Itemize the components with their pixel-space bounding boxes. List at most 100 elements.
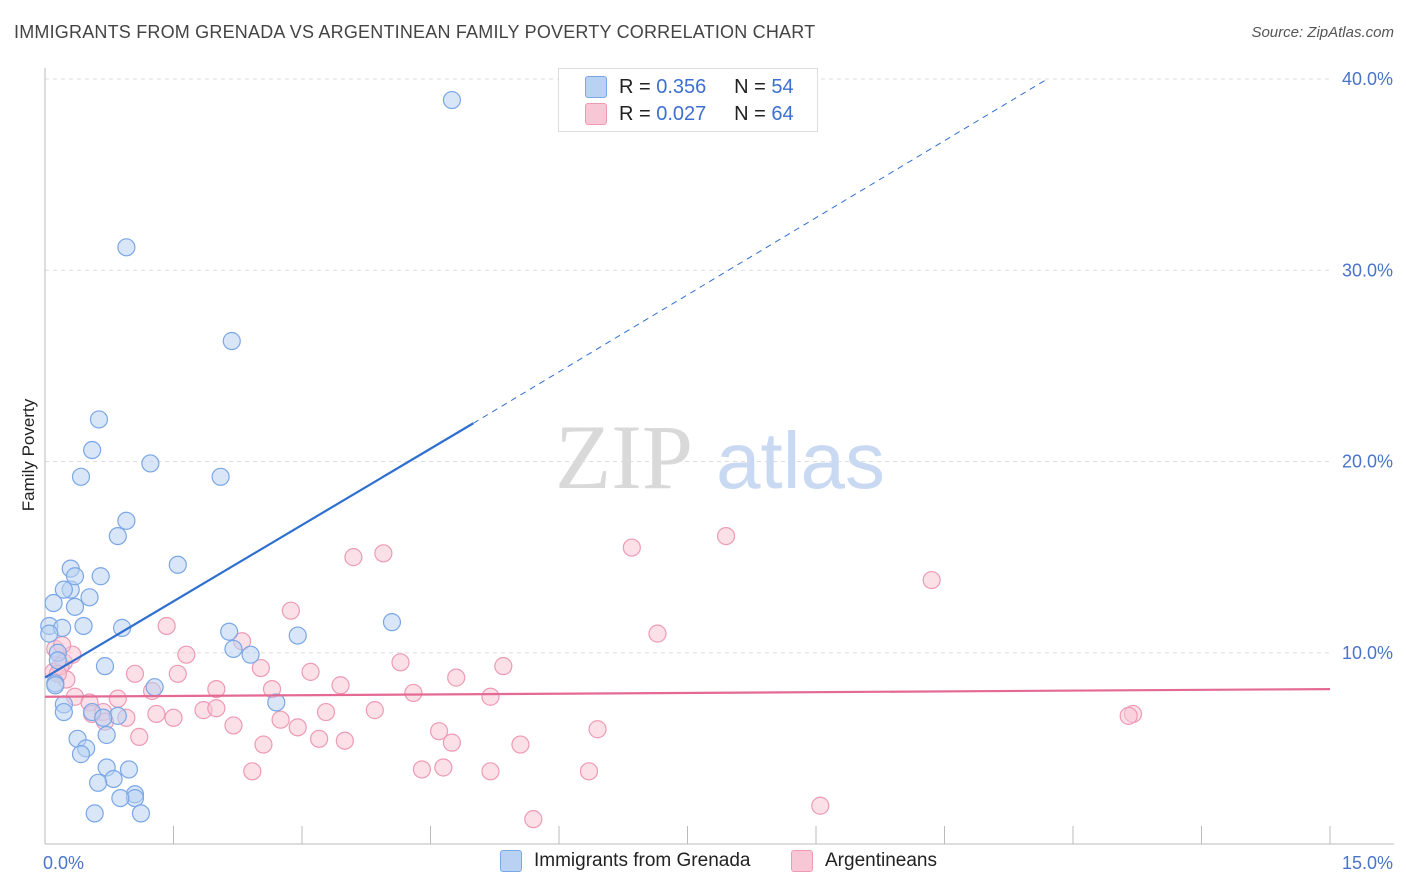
grenada-point bbox=[46, 676, 65, 695]
correlation-legend: R = 0.356 N = 54 R = 0.027 N = 64 bbox=[558, 68, 818, 132]
grenada-point bbox=[94, 708, 113, 727]
grenada-point bbox=[119, 760, 139, 779]
axis-labels: 10.0% 20.0% 30.0% 40.0% 0.0% 15.0% bbox=[43, 69, 1393, 873]
grenada-point bbox=[40, 624, 59, 643]
grenada-point bbox=[97, 725, 116, 745]
grenada-point bbox=[141, 454, 160, 473]
argentineans-point bbox=[434, 758, 453, 777]
grenada-points bbox=[40, 90, 462, 823]
argentineans-point bbox=[648, 624, 667, 643]
grenada-point bbox=[131, 804, 151, 823]
watermark: ZIP atlas bbox=[555, 406, 885, 508]
grenada-point bbox=[91, 567, 110, 586]
grenada-point bbox=[89, 773, 108, 792]
chart-title: IMMIGRANTS FROM GRENADA VS ARGENTINEAN F… bbox=[14, 22, 816, 42]
grenada-point bbox=[108, 526, 127, 546]
legend-row-grenada: R = 0.356 N = 54 bbox=[585, 74, 794, 100]
grenada-point bbox=[224, 639, 243, 659]
argentineans-point bbox=[130, 727, 149, 747]
argentineans-point bbox=[447, 668, 466, 687]
legend-n-value-grenada: 54 bbox=[771, 75, 794, 98]
grid-lines bbox=[45, 78, 1330, 654]
watermark-zip: ZIP bbox=[555, 406, 693, 508]
grenada-point bbox=[111, 788, 130, 808]
argentineans-point bbox=[404, 683, 423, 703]
grenada-point bbox=[117, 238, 136, 257]
bottom-legend-label-argentineans: Argentineans bbox=[825, 850, 937, 871]
grenada-point bbox=[145, 678, 164, 697]
grenada-point bbox=[89, 410, 109, 429]
grenada-point bbox=[71, 745, 91, 764]
argentineans-point bbox=[811, 796, 830, 815]
argentineans-point bbox=[374, 544, 393, 563]
trend-lines bbox=[44, 78, 1331, 698]
grenada-trend-line-dashed bbox=[473, 78, 1048, 424]
argentineans-point bbox=[316, 702, 336, 722]
grenada-point bbox=[71, 467, 91, 486]
legend-r-label: R = bbox=[619, 75, 651, 98]
bottom-legend-grenada: Immigrants from Grenada bbox=[500, 850, 750, 872]
y-tick-label-10: 10.0% bbox=[1342, 643, 1393, 663]
argentineans-point bbox=[442, 733, 462, 752]
legend-n-label: N = bbox=[734, 102, 766, 125]
argentineans-point bbox=[281, 601, 300, 620]
argentineans-point bbox=[1119, 706, 1138, 725]
watermark-atlas: atlas bbox=[716, 416, 885, 505]
legend-r-value-argentineans: 0.027 bbox=[656, 102, 707, 125]
grenada-point bbox=[267, 693, 286, 712]
legend-row-argentineans: R = 0.027 N = 64 bbox=[585, 101, 794, 127]
argentineans-point bbox=[271, 710, 290, 729]
bottom-legend-swatch-grenada bbox=[500, 850, 522, 872]
argentineans-point bbox=[177, 645, 196, 664]
argentineans-point bbox=[207, 679, 226, 699]
grenada-point bbox=[220, 622, 239, 641]
argentineans-points bbox=[44, 526, 1143, 829]
grenada-trend-line-solid bbox=[44, 422, 474, 679]
grenada-point bbox=[442, 90, 462, 110]
bottom-legend-swatch-argentineans bbox=[791, 850, 813, 872]
argentineans-point bbox=[310, 729, 329, 748]
x-tick-label-max: 15.0% bbox=[1342, 853, 1393, 873]
grenada-point bbox=[241, 645, 260, 664]
argentineans-trend-line-solid bbox=[44, 687, 1331, 698]
argentineans-point bbox=[429, 722, 449, 741]
grenada-point bbox=[54, 580, 73, 599]
argentineans-point bbox=[588, 720, 607, 739]
grenada-point bbox=[288, 626, 307, 645]
grenada-point bbox=[382, 613, 402, 632]
legend-r-value-grenada: 0.356 bbox=[656, 75, 707, 98]
legend-r-label: R = bbox=[619, 102, 651, 125]
y-tick-label-40: 40.0% bbox=[1342, 69, 1393, 89]
argentineans-point bbox=[301, 662, 320, 681]
argentineans-point bbox=[254, 735, 273, 754]
argentineans-point bbox=[344, 548, 363, 567]
grenada-point bbox=[95, 657, 115, 676]
argentineans-point bbox=[335, 731, 354, 750]
argentineans-point bbox=[412, 760, 432, 779]
argentineans-point bbox=[243, 762, 262, 781]
argentineans-point bbox=[288, 718, 307, 737]
grenada-point bbox=[65, 597, 85, 616]
argentineans-point bbox=[365, 701, 384, 720]
grenada-point bbox=[168, 555, 187, 574]
grenada-point bbox=[83, 440, 102, 460]
grenada-point bbox=[85, 804, 104, 823]
grenada-point bbox=[54, 702, 73, 722]
argentineans-point bbox=[481, 687, 500, 706]
grenada-point bbox=[104, 769, 123, 789]
argentineans-point bbox=[331, 676, 350, 695]
argentineans-point bbox=[147, 704, 166, 724]
y-tick-label-20: 20.0% bbox=[1342, 452, 1393, 472]
grenada-point bbox=[222, 331, 241, 351]
argentineans-point bbox=[524, 810, 543, 829]
argentineans-point bbox=[511, 735, 530, 754]
argentineans-point bbox=[168, 664, 187, 683]
x-tick-label-min: 0.0% bbox=[43, 853, 84, 873]
grenada-point bbox=[74, 616, 93, 636]
argentineans-point bbox=[157, 616, 176, 636]
argentineans-point bbox=[164, 708, 183, 727]
bottom-legend-label-grenada: Immigrants from Grenada bbox=[534, 850, 751, 871]
argentineans-point bbox=[622, 538, 641, 557]
legend-swatch-grenada bbox=[585, 76, 607, 98]
